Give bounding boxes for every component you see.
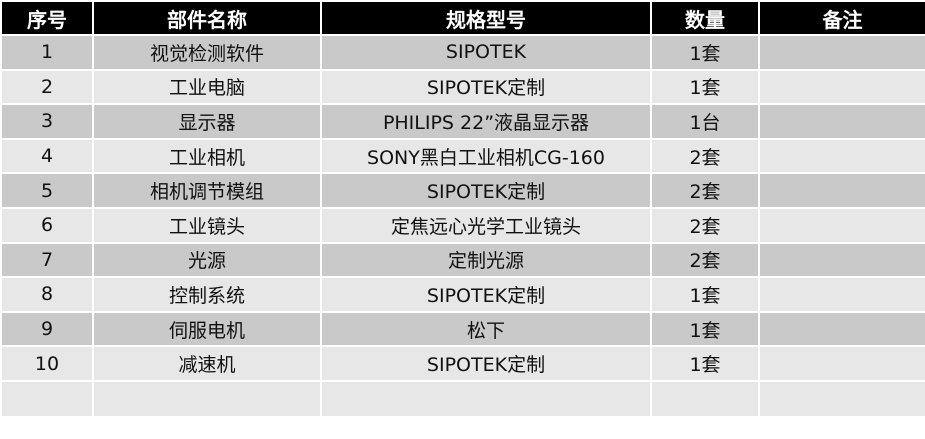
- cell-name: 工业相机: [92, 137, 322, 175]
- empty-cell: [650, 379, 760, 418]
- empty-cell: [320, 379, 652, 418]
- cell-spec: SONY黑白工业相机CG-160: [320, 137, 652, 175]
- cell-name: 伺服电机: [92, 310, 322, 348]
- cell-name: 工业电脑: [92, 68, 322, 106]
- cell-qty: 1套: [650, 345, 760, 382]
- header-no: 序号: [0, 0, 94, 36]
- cell-note: [758, 137, 925, 175]
- cell-spec: SIPOTEK: [320, 34, 652, 71]
- empty-cell: [92, 379, 322, 418]
- empty-cell: [0, 379, 94, 418]
- cell-no: 2: [0, 68, 94, 106]
- cell-note: [758, 172, 925, 209]
- cell-name: 显示器: [92, 103, 322, 140]
- cell-spec: 定焦远心光学工业镜头: [320, 206, 652, 244]
- cell-qty: 2套: [650, 137, 760, 175]
- cell-note: [758, 241, 925, 279]
- cell-note: [758, 276, 925, 313]
- cell-spec: SIPOTEK定制: [320, 68, 652, 106]
- cell-note: [758, 310, 925, 348]
- cell-no: 8: [0, 276, 94, 313]
- header-name: 部件名称: [92, 0, 322, 36]
- cell-qty: 2套: [650, 241, 760, 279]
- cell-name: 控制系统: [92, 276, 322, 313]
- cell-name: 视觉检测软件: [92, 34, 322, 71]
- cell-no: 3: [0, 103, 94, 140]
- cell-note: [758, 103, 925, 140]
- table-row: 7 光源 定制光源 2套: [0, 241, 925, 279]
- cell-qty: 1套: [650, 34, 760, 71]
- table-row: 6 工业镜头 定焦远心光学工业镜头 2套: [0, 206, 925, 244]
- cell-qty: 1台: [650, 103, 760, 140]
- table-row: 2 工业电脑 SIPOTEK定制 1套: [0, 68, 925, 106]
- cell-note: [758, 206, 925, 244]
- cell-note: [758, 68, 925, 106]
- table-row: 10 减速机 SIPOTEK定制 1套: [0, 345, 925, 382]
- table-row: 4 工业相机 SONY黑白工业相机CG-160 2套: [0, 137, 925, 175]
- cell-qty: 2套: [650, 206, 760, 244]
- cell-qty: 1套: [650, 310, 760, 348]
- header-row: 序号 部件名称 规格型号 数量 备注: [0, 0, 925, 36]
- table-row: 1 视觉检测软件 SIPOTEK 1套: [0, 34, 925, 71]
- header-note: 备注: [758, 0, 925, 36]
- cell-spec: PHILIPS 22”液晶显示器: [320, 103, 652, 140]
- cell-name: 光源: [92, 241, 322, 279]
- cell-qty: 1套: [650, 276, 760, 313]
- cell-name: 减速机: [92, 345, 322, 382]
- cell-no: 4: [0, 137, 94, 175]
- cell-no: 10: [0, 345, 94, 382]
- parts-table: 序号 部件名称 规格型号 数量 备注 1 视觉检测软件 SIPOTEK 1套 2 工业电脑…: [0, 0, 925, 418]
- table-row: 8 控制系统 SIPOTEK定制 1套: [0, 276, 925, 313]
- cell-note: [758, 34, 925, 71]
- empty-cell: [758, 379, 925, 418]
- cell-no: 5: [0, 172, 94, 209]
- cell-spec: SIPOTEK定制: [320, 276, 652, 313]
- cell-no: 7: [0, 241, 94, 279]
- empty-row: [0, 379, 925, 418]
- cell-spec: SIPOTEK定制: [320, 172, 652, 209]
- cell-no: 1: [0, 34, 94, 71]
- cell-name: 工业镜头: [92, 206, 322, 244]
- cell-spec: 定制光源: [320, 241, 652, 279]
- cell-no: 9: [0, 310, 94, 348]
- cell-qty: 1套: [650, 68, 760, 106]
- cell-spec: 松下: [320, 310, 652, 348]
- cell-qty: 2套: [650, 172, 760, 209]
- table-row: 9 伺服电机 松下 1套: [0, 310, 925, 348]
- cell-note: [758, 345, 925, 382]
- table-row: 3 显示器 PHILIPS 22”液晶显示器 1台: [0, 103, 925, 140]
- cell-spec: SIPOTEK定制: [320, 345, 652, 382]
- header-spec: 规格型号: [320, 0, 652, 36]
- cell-no: 6: [0, 206, 94, 244]
- cell-name: 相机调节模组: [92, 172, 322, 209]
- header-qty: 数量: [650, 0, 760, 36]
- table-row: 5 相机调节模组 SIPOTEK定制 2套: [0, 172, 925, 209]
